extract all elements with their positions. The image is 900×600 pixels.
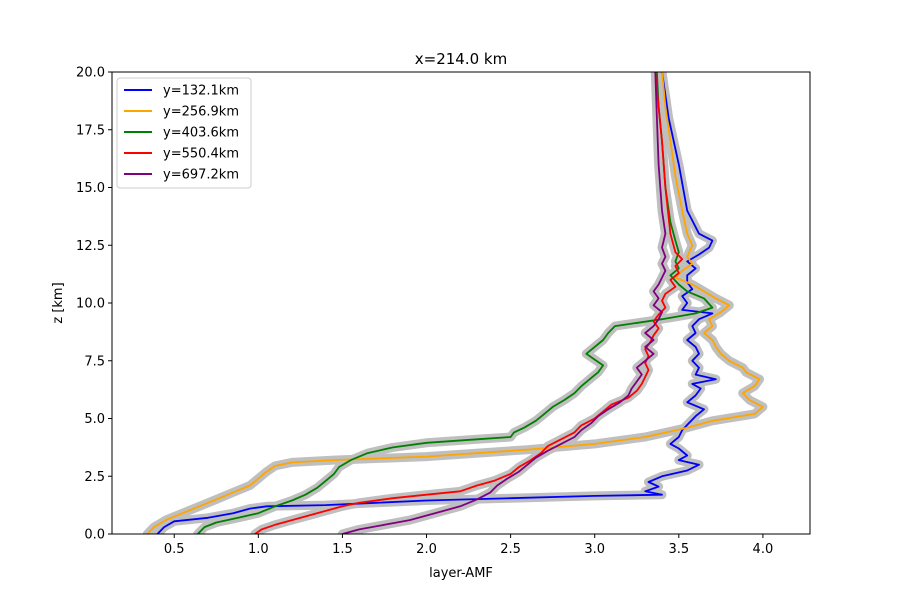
legend-label: y=550.4km xyxy=(163,147,239,162)
series-lines xyxy=(146,72,764,534)
series-line xyxy=(342,72,667,534)
legend-label: y=256.9km xyxy=(163,105,239,120)
x-tick-label: 3.5 xyxy=(668,542,689,557)
legend-label: y=132.1km xyxy=(163,84,239,99)
y-tick-label: 17.5 xyxy=(76,123,105,138)
y-tick-label: 20.0 xyxy=(76,66,105,81)
series-line xyxy=(197,72,714,534)
legend: y=132.1km y=256.9km y=403.6km y=550.4km y=69… xyxy=(116,77,252,189)
x-tick-label: 0.5 xyxy=(164,542,185,557)
y-tick-label: 10.0 xyxy=(76,297,105,312)
y-tick-label: 12.5 xyxy=(76,239,105,254)
series-line xyxy=(146,72,764,534)
y-axis: 0.0 2.5 5.0 7.5 10.0 12.5 15.0 17.5 20.0 xyxy=(76,66,112,543)
legend-box xyxy=(116,77,252,189)
series-line xyxy=(156,72,717,534)
x-axis: 0.5 1.0 1.5 2.0 2.5 3.0 3.5 4.0 xyxy=(164,534,773,557)
legend-label: y=403.6km xyxy=(163,126,239,141)
y-tick-label: 15.0 xyxy=(76,181,105,196)
x-tick-label: 1.5 xyxy=(332,542,353,557)
y-tick-label: 5.0 xyxy=(84,412,105,427)
legend-label: y=697.2km xyxy=(163,168,239,183)
x-tick-label: 3.0 xyxy=(584,542,605,557)
x-tick-label: 4.0 xyxy=(753,542,774,557)
y-axis-label: z [km] xyxy=(51,282,66,323)
y-tick-label: 7.5 xyxy=(84,354,105,369)
x-tick-label: 1.0 xyxy=(248,542,269,557)
x-axis-label: layer-AMF xyxy=(429,566,493,581)
x-tick-label: 2.5 xyxy=(500,542,521,557)
y-tick-label: 0.0 xyxy=(84,528,105,543)
series-line xyxy=(254,72,684,534)
uncertainty-band xyxy=(337,72,670,534)
x-tick-label: 2.0 xyxy=(416,542,437,557)
chart-title: x=214.0 km xyxy=(415,50,507,68)
y-tick-label: 2.5 xyxy=(84,470,105,485)
